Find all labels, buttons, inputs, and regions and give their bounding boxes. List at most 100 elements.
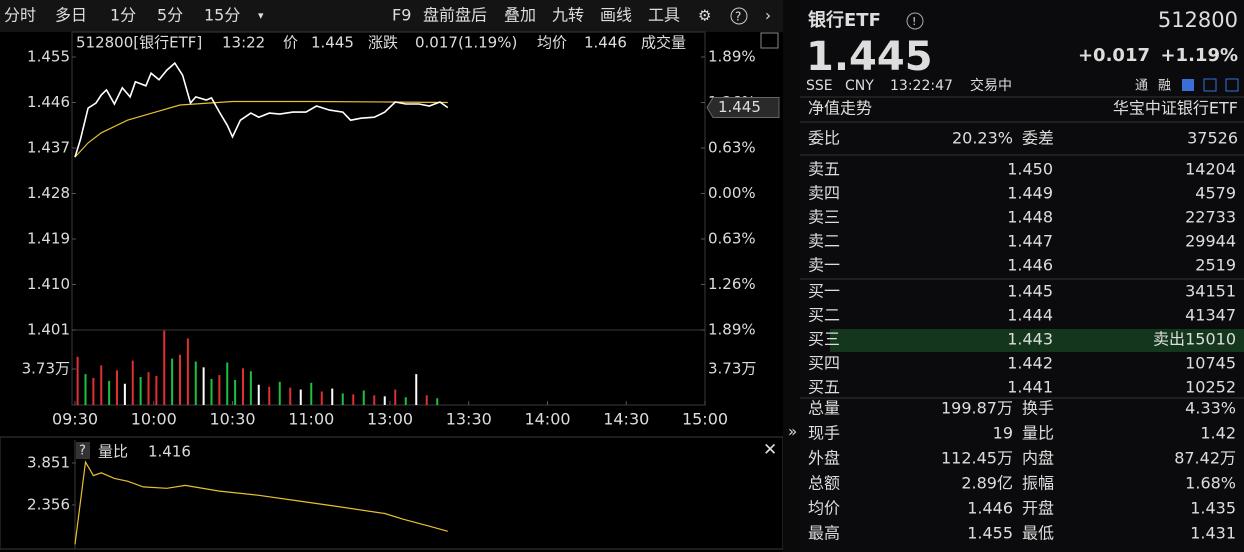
- toolbar: [0, 0, 783, 32]
- tab[interactable]: 15分: [204, 6, 240, 25]
- tool-button[interactable]: 九转: [552, 6, 584, 25]
- book-label: 买五: [808, 378, 840, 397]
- y2-tick-label: 1.89%: [708, 48, 756, 66]
- flag: 通: [1135, 79, 1148, 94]
- dropdown-icon[interactable]: ▾: [258, 9, 264, 22]
- status: 交易中: [970, 77, 1012, 94]
- book-price: 1.445: [1007, 282, 1053, 301]
- book-volume: 10252: [1185, 378, 1236, 397]
- change-pct: +1.19%: [1160, 45, 1238, 66]
- tab[interactable]: 5分: [157, 6, 183, 25]
- volume-bar: [218, 375, 221, 405]
- stat-value: 19: [993, 424, 1013, 443]
- stat-value: 87.42万: [1174, 449, 1236, 468]
- book-price: 1.443: [1007, 330, 1053, 349]
- status: CNY: [845, 78, 874, 94]
- book-label: 买二: [808, 306, 840, 325]
- volume-bar: [415, 374, 418, 405]
- y-tick-label: 1.410: [27, 275, 70, 293]
- tab[interactable]: 多日: [55, 6, 87, 25]
- expand-icon[interactable]: »: [788, 423, 797, 441]
- x-tick-label: 11:00: [288, 410, 334, 429]
- stat-value: 199.87万: [941, 399, 1013, 418]
- tool-button[interactable]: 叠加: [504, 6, 536, 25]
- x-tick-label: 14:30: [603, 410, 649, 429]
- nav-link[interactable]: 净值走势: [808, 99, 872, 118]
- price-tag: 1.445: [718, 98, 761, 116]
- book-price: 1.444: [1007, 306, 1053, 325]
- volume-bar: [373, 395, 376, 405]
- stat-label: 振幅: [1022, 474, 1054, 493]
- legend-name: 512800[银行ETF]: [76, 34, 202, 52]
- x-tick-label: 13:30: [446, 410, 492, 429]
- tool-button[interactable]: F9: [392, 6, 411, 25]
- volume-bar: [341, 393, 344, 405]
- volume-bar: [242, 368, 244, 405]
- volume-bar: [257, 384, 260, 405]
- volume-bar: [331, 388, 334, 405]
- volume-bar: [131, 360, 134, 405]
- x-tick-label: 15:00: [682, 410, 728, 429]
- stat-label: 最低: [1022, 524, 1054, 543]
- y-tick-label: 1.428: [27, 184, 70, 202]
- close-icon[interactable]: ✕: [763, 440, 777, 460]
- volume-bar: [139, 377, 142, 405]
- volume-bar: [194, 361, 197, 405]
- volume-bar: [383, 396, 386, 405]
- price-tag-box: [706, 97, 780, 119]
- avg-line: [74, 100, 448, 158]
- volume-bar: [100, 365, 103, 405]
- book-volume: 10745: [1185, 354, 1236, 373]
- change: +0.017: [1078, 45, 1150, 66]
- book-price: 1.447: [1007, 232, 1053, 251]
- book-volume: 4579: [1195, 184, 1236, 203]
- book-price: 1.446: [1007, 256, 1053, 275]
- ratio-tick-label: 3.851: [27, 453, 70, 471]
- book-price: 1.441: [1007, 378, 1053, 397]
- price-frame: [71, 31, 706, 406]
- volume-bar: [84, 374, 87, 405]
- next-icon[interactable]: ›: [765, 7, 771, 25]
- x-tick-label: 14:00: [524, 410, 570, 429]
- book-volume: 15010: [1185, 330, 1236, 349]
- splitter[interactable]: [783, 0, 800, 552]
- volume-bar: [210, 378, 213, 405]
- y2-tick-label: 0.63%: [708, 139, 756, 157]
- y-tick-label: 1.401: [27, 321, 70, 339]
- share-icon[interactable]: [1225, 78, 1239, 92]
- x-tick-label: 10:30: [209, 410, 255, 429]
- volume-bar: [147, 372, 150, 405]
- book-price: 1.449: [1007, 184, 1053, 203]
- ratio-line: [74, 460, 448, 545]
- settings-icon[interactable]: ⚙: [698, 7, 711, 25]
- legend-time: 13:22: [222, 34, 265, 52]
- volume-bar: [76, 356, 79, 405]
- tab[interactable]: 分时: [4, 6, 36, 25]
- tool-button[interactable]: 盘前盘后: [423, 6, 487, 25]
- tool-button[interactable]: 画线: [600, 6, 632, 25]
- volume-bar: [310, 382, 313, 405]
- edit-icon[interactable]: [1182, 79, 1194, 91]
- help-icon[interactable]: [730, 7, 748, 25]
- tab[interactable]: 1分: [110, 6, 136, 25]
- book-volume: 22733: [1185, 208, 1236, 227]
- volume-bar: [116, 370, 118, 405]
- volume-bar: [278, 381, 281, 405]
- info-icon[interactable]: [906, 12, 924, 30]
- wp-icon[interactable]: [760, 32, 779, 49]
- y2-tick-label: 0.63%: [708, 230, 756, 248]
- legend-avg-label: 均价: [537, 34, 567, 52]
- stat-label: 内盘: [1022, 449, 1054, 468]
- help-box-text: ?: [79, 444, 86, 459]
- volume-bar: [404, 397, 407, 405]
- alert-icon[interactable]: [1203, 78, 1217, 92]
- tool-button[interactable]: 工具: [648, 6, 680, 25]
- book-tag: 卖出: [1153, 330, 1185, 349]
- help-box[interactable]: [76, 442, 90, 459]
- stat-label: 换手: [1022, 399, 1054, 418]
- x-tick-label: 10:00: [131, 410, 177, 429]
- security-name: 银行ETF: [808, 9, 881, 31]
- y-tick-label: 1.455: [27, 48, 70, 66]
- book-volume: 41347: [1185, 306, 1236, 325]
- ratio-current: 1.416: [148, 443, 191, 461]
